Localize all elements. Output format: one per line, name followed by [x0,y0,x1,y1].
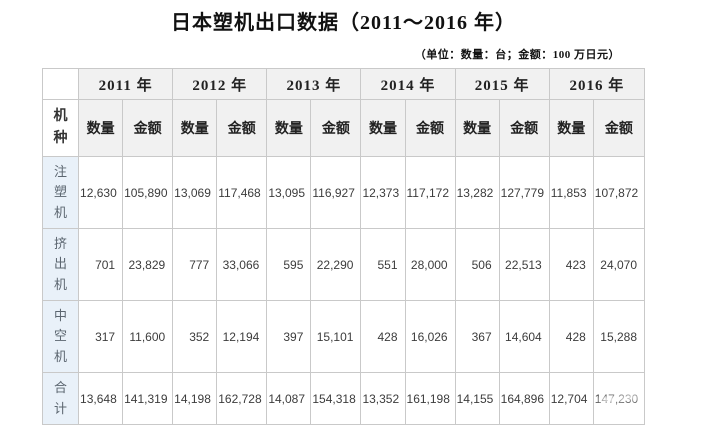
quantity-cell: 13,352 [360,372,406,425]
row-label-text: 中空机 [54,308,68,364]
table-row: 注塑机 12,630 105,890 13,069 117,468 13,095 116,9… [41,156,646,229]
amount-cell: 15,288 [592,300,646,373]
amount-cell: 105,890 [122,156,174,229]
quantity-header: 数量 [454,99,500,157]
amount-cell: 161,198 [404,372,456,425]
quantity-cell: 12,630 [78,156,124,229]
quantity-cell: 551 [360,228,406,301]
quantity-header: 数量 [548,99,594,157]
quantity-cell: 317 [78,300,124,373]
amount-cell: 15,101 [310,300,362,373]
amount-header: 金额 [216,99,268,157]
amount-cell: 16,026 [404,300,456,373]
quantity-cell: 11,853 [548,156,594,229]
amount-cell: 147,230 [592,372,646,425]
amount-header: 金额 [404,99,456,157]
quantity-cell: 12,373 [360,156,406,229]
quantity-cell: 14,155 [454,372,500,425]
amount-cell: 117,172 [404,156,456,229]
amount-header: 金额 [310,99,362,157]
quantity-cell: 428 [360,300,406,373]
row-label-text: 挤出机 [54,236,68,292]
amount-cell: 28,000 [404,228,456,301]
amount-cell: 23,829 [122,228,174,301]
quantity-cell: 777 [172,228,218,301]
quantity-cell: 14,087 [266,372,312,425]
amount-cell: 117,468 [216,156,268,229]
year-header-2016: 2016 年 [548,68,646,100]
quantity-cell: 595 [266,228,312,301]
quantity-cell: 352 [172,300,218,373]
amount-header: 金额 [498,99,550,157]
row-label: 注塑机 [41,156,80,229]
amount-cell: 11,600 [122,300,174,373]
table-row: 合计 13,648 141,319 14,198 162,728 14,087 154,31… [41,372,646,425]
quantity-cell: 423 [548,228,594,301]
quantity-header: 数量 [172,99,218,157]
amount-cell: 22,513 [498,228,550,301]
row-label-text: 合计 [54,380,68,416]
amount-cell: 116,927 [310,156,362,229]
amount-cell: 107,872 [592,156,646,229]
subheader-row: 机种 数量 金额 数量 金额 数量 金额 数量 金额 数量 金额 数量 金额 [41,99,646,157]
year-header-2014: 2014 年 [360,68,456,100]
quantity-cell: 12,704 [548,372,594,425]
quantity-header: 数量 [360,99,406,157]
table-row: 中空机 317 11,600 352 12,194 397 15,101 428 16,026 3… [41,300,646,373]
amount-header: 金额 [592,99,646,157]
amount-header: 金额 [122,99,174,157]
quantity-cell: 397 [266,300,312,373]
year-header-row: 2011 年 2012 年 2013 年 2014 年 2015 年 2016 … [41,68,646,100]
export-data-table: 2011 年 2012 年 2013 年 2014 年 2015 年 2016 … [41,68,646,425]
quantity-cell: 367 [454,300,500,373]
table-row: 挤出机 701 23,829 777 33,066 595 22,290 551 28,000 5… [41,228,646,301]
quantity-cell: 13,648 [78,372,124,425]
amount-cell: 164,896 [498,372,550,425]
row-label: 中空机 [41,300,80,373]
row-label: 合计 [41,372,80,425]
quantity-cell: 428 [548,300,594,373]
amount-cell: 24,070 [592,228,646,301]
amount-cell: 22,290 [310,228,362,301]
amount-cell: 141,319 [122,372,174,425]
corner-empty-cell [41,68,80,100]
table-header: 2011 年 2012 年 2013 年 2014 年 2015 年 2016 … [41,68,646,157]
quantity-cell: 13,095 [266,156,312,229]
quantity-cell: 13,069 [172,156,218,229]
quantity-cell: 506 [454,228,500,301]
row-label-text: 注塑机 [54,164,68,220]
year-header-2012: 2012 年 [172,68,268,100]
year-header-2011: 2011 年 [78,68,174,100]
quantity-cell: 13,282 [454,156,500,229]
quantity-header: 数量 [78,99,124,157]
year-header-2013: 2013 年 [266,68,362,100]
amount-cell: 12,194 [216,300,268,373]
amount-cell: 162,728 [216,372,268,425]
page-title: 日本塑机出口数据（2011～2016 年） [171,12,516,34]
row-label: 挤出机 [41,228,80,301]
machine-type-header: 机种 [41,99,80,157]
quantity-cell: 14,198 [172,372,218,425]
amount-cell: 154,318 [310,372,362,425]
quantity-header: 数量 [266,99,312,157]
unit-note: （单位：数量：台；金额：100 万日元） [414,49,620,61]
year-header-2015: 2015 年 [454,68,550,100]
amount-cell: 33,066 [216,228,268,301]
table-body: 注塑机 12,630 105,890 13,069 117,468 13,095 116,9… [41,156,646,425]
amount-cell: 14,604 [498,300,550,373]
machine-type-header-text: 机种 [53,109,68,146]
quantity-cell: 701 [78,228,124,301]
amount-cell: 127,779 [498,156,550,229]
